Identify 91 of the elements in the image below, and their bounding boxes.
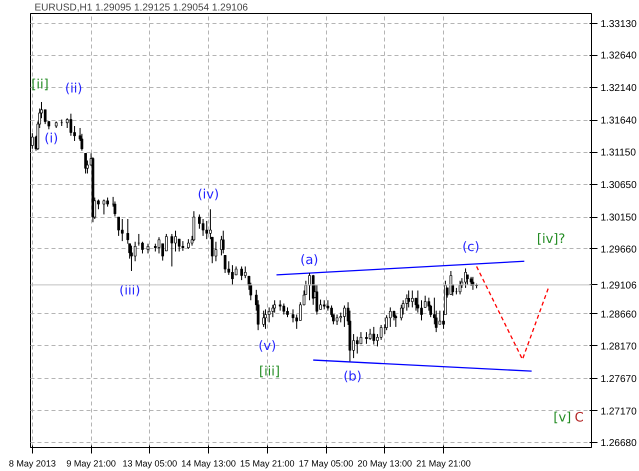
candlestick: [198, 214, 201, 230]
y-tick-label: 1.30150: [600, 212, 638, 224]
candlestick: [273, 300, 276, 314]
candlestick: [380, 324, 382, 340]
annotation: (iv): [198, 187, 220, 202]
candlestick: [407, 290, 410, 308]
candlestick: [130, 245, 133, 272]
candlestick: [202, 218, 204, 236]
candlestick: [356, 336, 359, 354]
candlestick: [70, 113, 72, 136]
candlestick: [268, 306, 271, 323]
ref-line-label: 1.29106: [600, 280, 638, 292]
candlestick: [84, 152, 87, 174]
candlestick: [134, 241, 136, 262]
candlestick: [120, 218, 124, 242]
candlestick: [278, 300, 282, 312]
candlestick: [400, 304, 403, 321]
annotation: (b): [343, 369, 362, 384]
candlestick: [271, 304, 274, 318]
candlestick: [192, 210, 196, 242]
candlestick: [222, 230, 225, 254]
y-tick-label: 1.28660: [600, 309, 638, 320]
y-tick-label: 1.32640: [600, 50, 638, 62]
annotation: (a): [300, 252, 318, 268]
candlestick: [146, 243, 150, 254]
y-tick-label: 1.27670: [600, 374, 638, 385]
x-tick-label: 13 May 05:00: [122, 458, 178, 468]
candlestick: [44, 109, 47, 125]
candlestick: [231, 264, 234, 286]
y-tick-label: 1.32140: [600, 83, 638, 94]
x-tick-label: 17 May 05:00: [298, 458, 354, 468]
candlestick: [117, 216, 120, 236]
y-tick-label: 1.31640: [600, 116, 638, 127]
candlestick: [416, 290, 420, 314]
candlestick: [286, 306, 289, 318]
candlestick: [365, 332, 368, 344]
candlestick: [102, 198, 106, 215]
candlestick: [410, 290, 414, 308]
candlestick: [308, 272, 311, 301]
candlestick: [182, 240, 184, 252]
candlestick: [326, 300, 330, 312]
annotation: [iv]?: [536, 232, 566, 248]
y-tick-label: 1.30650: [600, 180, 638, 192]
x-tick-label: 9 May 21:00: [66, 458, 116, 468]
y-tick-label: 1.26680: [600, 438, 638, 450]
y-tick-label: 1.31150: [600, 148, 636, 159]
candlestick: [187, 238, 190, 250]
candlestick: [205, 220, 208, 240]
candlestick: [458, 280, 462, 295]
candlestick: [214, 241, 218, 262]
candlestick: [438, 310, 442, 325]
x-tick-label: 21 May 21:00: [416, 458, 471, 468]
candlestick: [464, 268, 467, 288]
candlestick: [372, 326, 376, 345]
candlestick: [394, 314, 398, 328]
x-tick-label: 8 May 2013: [8, 458, 56, 468]
y-tick-label: 1.27170: [600, 406, 638, 418]
annotation: (c): [462, 240, 480, 255]
chart-title: EURUSD,H1 1.29095 1.29125 1.29054 1.29106: [34, 2, 248, 14]
candlestick: [106, 197, 109, 208]
x-tick-label: 15 May 21:00: [240, 458, 295, 468]
annotation: C: [574, 410, 584, 426]
y-tick-label: 1.28170: [600, 341, 638, 352]
y-tick-label: 1.33130: [600, 18, 638, 30]
candlestick: [368, 328, 372, 340]
y-tick-label: 1.29660: [600, 244, 638, 256]
candlestick: [470, 276, 472, 286]
candlestick: [385, 314, 388, 331]
candlestick: [114, 200, 116, 217]
annotation: [v]: [553, 410, 572, 426]
annotation: [ii]: [31, 78, 49, 93]
candlestick: [224, 254, 226, 274]
candlestick: [330, 304, 333, 318]
candlestick: [170, 233, 174, 267]
candlestick: [336, 314, 338, 326]
annotation: (i): [44, 131, 58, 146]
candlestick: [322, 300, 326, 310]
annotation: (iii): [119, 283, 140, 298]
annotation: (ii): [65, 82, 82, 97]
x-tick-label: 14 May 13:00: [181, 458, 236, 468]
candlestick: [264, 308, 267, 330]
candlestick: [178, 238, 181, 252]
candlestick: [343, 304, 346, 328]
annotation: [iii]: [258, 364, 280, 380]
x-tick-label: 20 May 13:00: [358, 458, 412, 468]
candlestick: [388, 306, 392, 328]
candlestick: [126, 218, 130, 244]
candlestick: [240, 266, 243, 281]
annotation: (v): [258, 338, 276, 354]
candlestick: [158, 236, 160, 254]
candlestick: [174, 230, 177, 252]
